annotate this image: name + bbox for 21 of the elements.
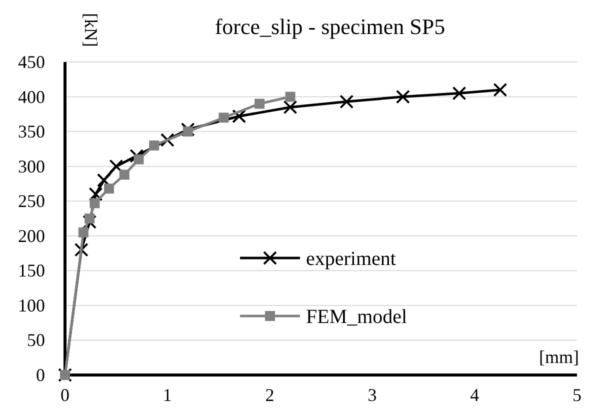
y-tick-label: 400 bbox=[18, 86, 45, 107]
y-axis-title: [kN] bbox=[81, 13, 101, 47]
x-axis-title: [mm] bbox=[539, 347, 579, 367]
y-tick-label: 150 bbox=[18, 260, 45, 281]
y-tick-label: 50 bbox=[27, 330, 45, 350]
x-tick-label: 2 bbox=[265, 385, 274, 405]
legend-label: FEM_model bbox=[306, 306, 408, 328]
y-tick-label: 300 bbox=[18, 156, 45, 176]
y-tick-label: 200 bbox=[18, 226, 45, 246]
y-tick-label: 100 bbox=[18, 295, 45, 316]
x-tick-label: 1 bbox=[162, 385, 172, 405]
x-tick-label: 3 bbox=[368, 385, 377, 405]
y-tick-label: 450 bbox=[18, 52, 45, 72]
chart-title: force_slip - specimen SP5 bbox=[214, 14, 446, 39]
y-tick-label: 0 bbox=[36, 365, 45, 385]
x-tick-label: 5 bbox=[572, 385, 582, 405]
x-tick-label: 4 bbox=[470, 385, 480, 405]
x-tick-label: 0 bbox=[60, 385, 70, 405]
y-tick-label: 250 bbox=[18, 191, 45, 212]
y-tick-label: 350 bbox=[18, 122, 45, 142]
legend-label: experiment bbox=[306, 248, 396, 270]
